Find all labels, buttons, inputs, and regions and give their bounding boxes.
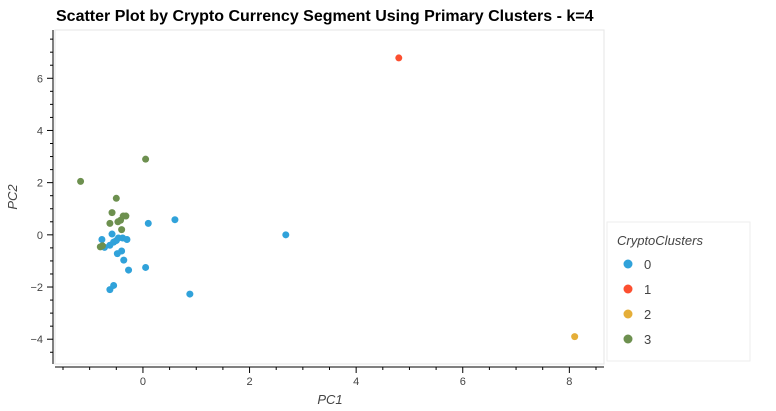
y-axis-label: PC2 xyxy=(5,184,20,210)
data-point-cluster-0 xyxy=(123,236,131,244)
legend-label-1: 1 xyxy=(644,282,651,297)
data-point-cluster-0 xyxy=(98,236,106,244)
data-point-cluster-0 xyxy=(171,216,179,224)
data-point-cluster-3 xyxy=(112,194,120,202)
legend-marker-3 xyxy=(623,334,633,344)
legend-title: CryptoClusters xyxy=(617,233,703,248)
data-point-cluster-0 xyxy=(142,263,150,271)
tick-marks: 0 2 4 6 8 −4 −2 0 2 4 6 xyxy=(30,38,597,388)
legend: CryptoClusters 0 1 2 3 xyxy=(606,221,751,362)
data-point-cluster-0 xyxy=(118,247,126,255)
y-tick-label: −4 xyxy=(30,334,43,346)
data-point-cluster-0 xyxy=(144,219,152,227)
legend-items: 0 1 2 3 xyxy=(623,257,651,347)
data-point-cluster-0 xyxy=(125,266,133,274)
data-point-cluster-3 xyxy=(122,212,130,220)
x-tick-label: 0 xyxy=(140,376,146,388)
x-axis-label: PC1 xyxy=(317,392,342,407)
x-tick-label: 8 xyxy=(566,376,572,388)
data-point-cluster-0 xyxy=(110,281,118,289)
y-tick-label: 0 xyxy=(37,230,43,242)
data-point-cluster-3 xyxy=(142,155,150,163)
data-point-cluster-3 xyxy=(106,219,114,227)
y-tick-label: −2 xyxy=(30,282,43,294)
data-point-cluster-3 xyxy=(77,177,85,185)
legend-label-2: 2 xyxy=(644,307,651,322)
data-point-cluster-0 xyxy=(108,230,116,238)
y-tick-label: 4 xyxy=(37,125,43,137)
legend-label-0: 0 xyxy=(644,257,651,272)
data-point-cluster-3 xyxy=(98,242,106,250)
x-tick-label: 2 xyxy=(246,376,252,388)
data-point-cluster-3 xyxy=(118,226,126,234)
data-point-cluster-2 xyxy=(571,333,579,341)
data-point-cluster-1 xyxy=(395,54,403,62)
chart-title: Scatter Plot by Crypto Currency Segment … xyxy=(56,8,594,25)
legend-marker-0 xyxy=(623,259,633,269)
data-point-cluster-0 xyxy=(186,290,194,298)
y-tick-label: 6 xyxy=(37,73,43,85)
x-tick-label: 6 xyxy=(460,376,466,388)
legend-marker-1 xyxy=(623,284,633,294)
legend-label-3: 3 xyxy=(644,332,651,347)
legend-marker-2 xyxy=(623,309,633,319)
x-tick-label: 4 xyxy=(353,376,359,388)
plot-frame xyxy=(54,29,605,365)
data-points xyxy=(77,54,579,341)
data-point-cluster-3 xyxy=(108,209,116,217)
y-tick-label: 2 xyxy=(37,178,43,190)
data-point-cluster-0 xyxy=(120,256,128,264)
data-point-cluster-3 xyxy=(114,218,122,226)
data-point-cluster-0 xyxy=(282,231,290,239)
